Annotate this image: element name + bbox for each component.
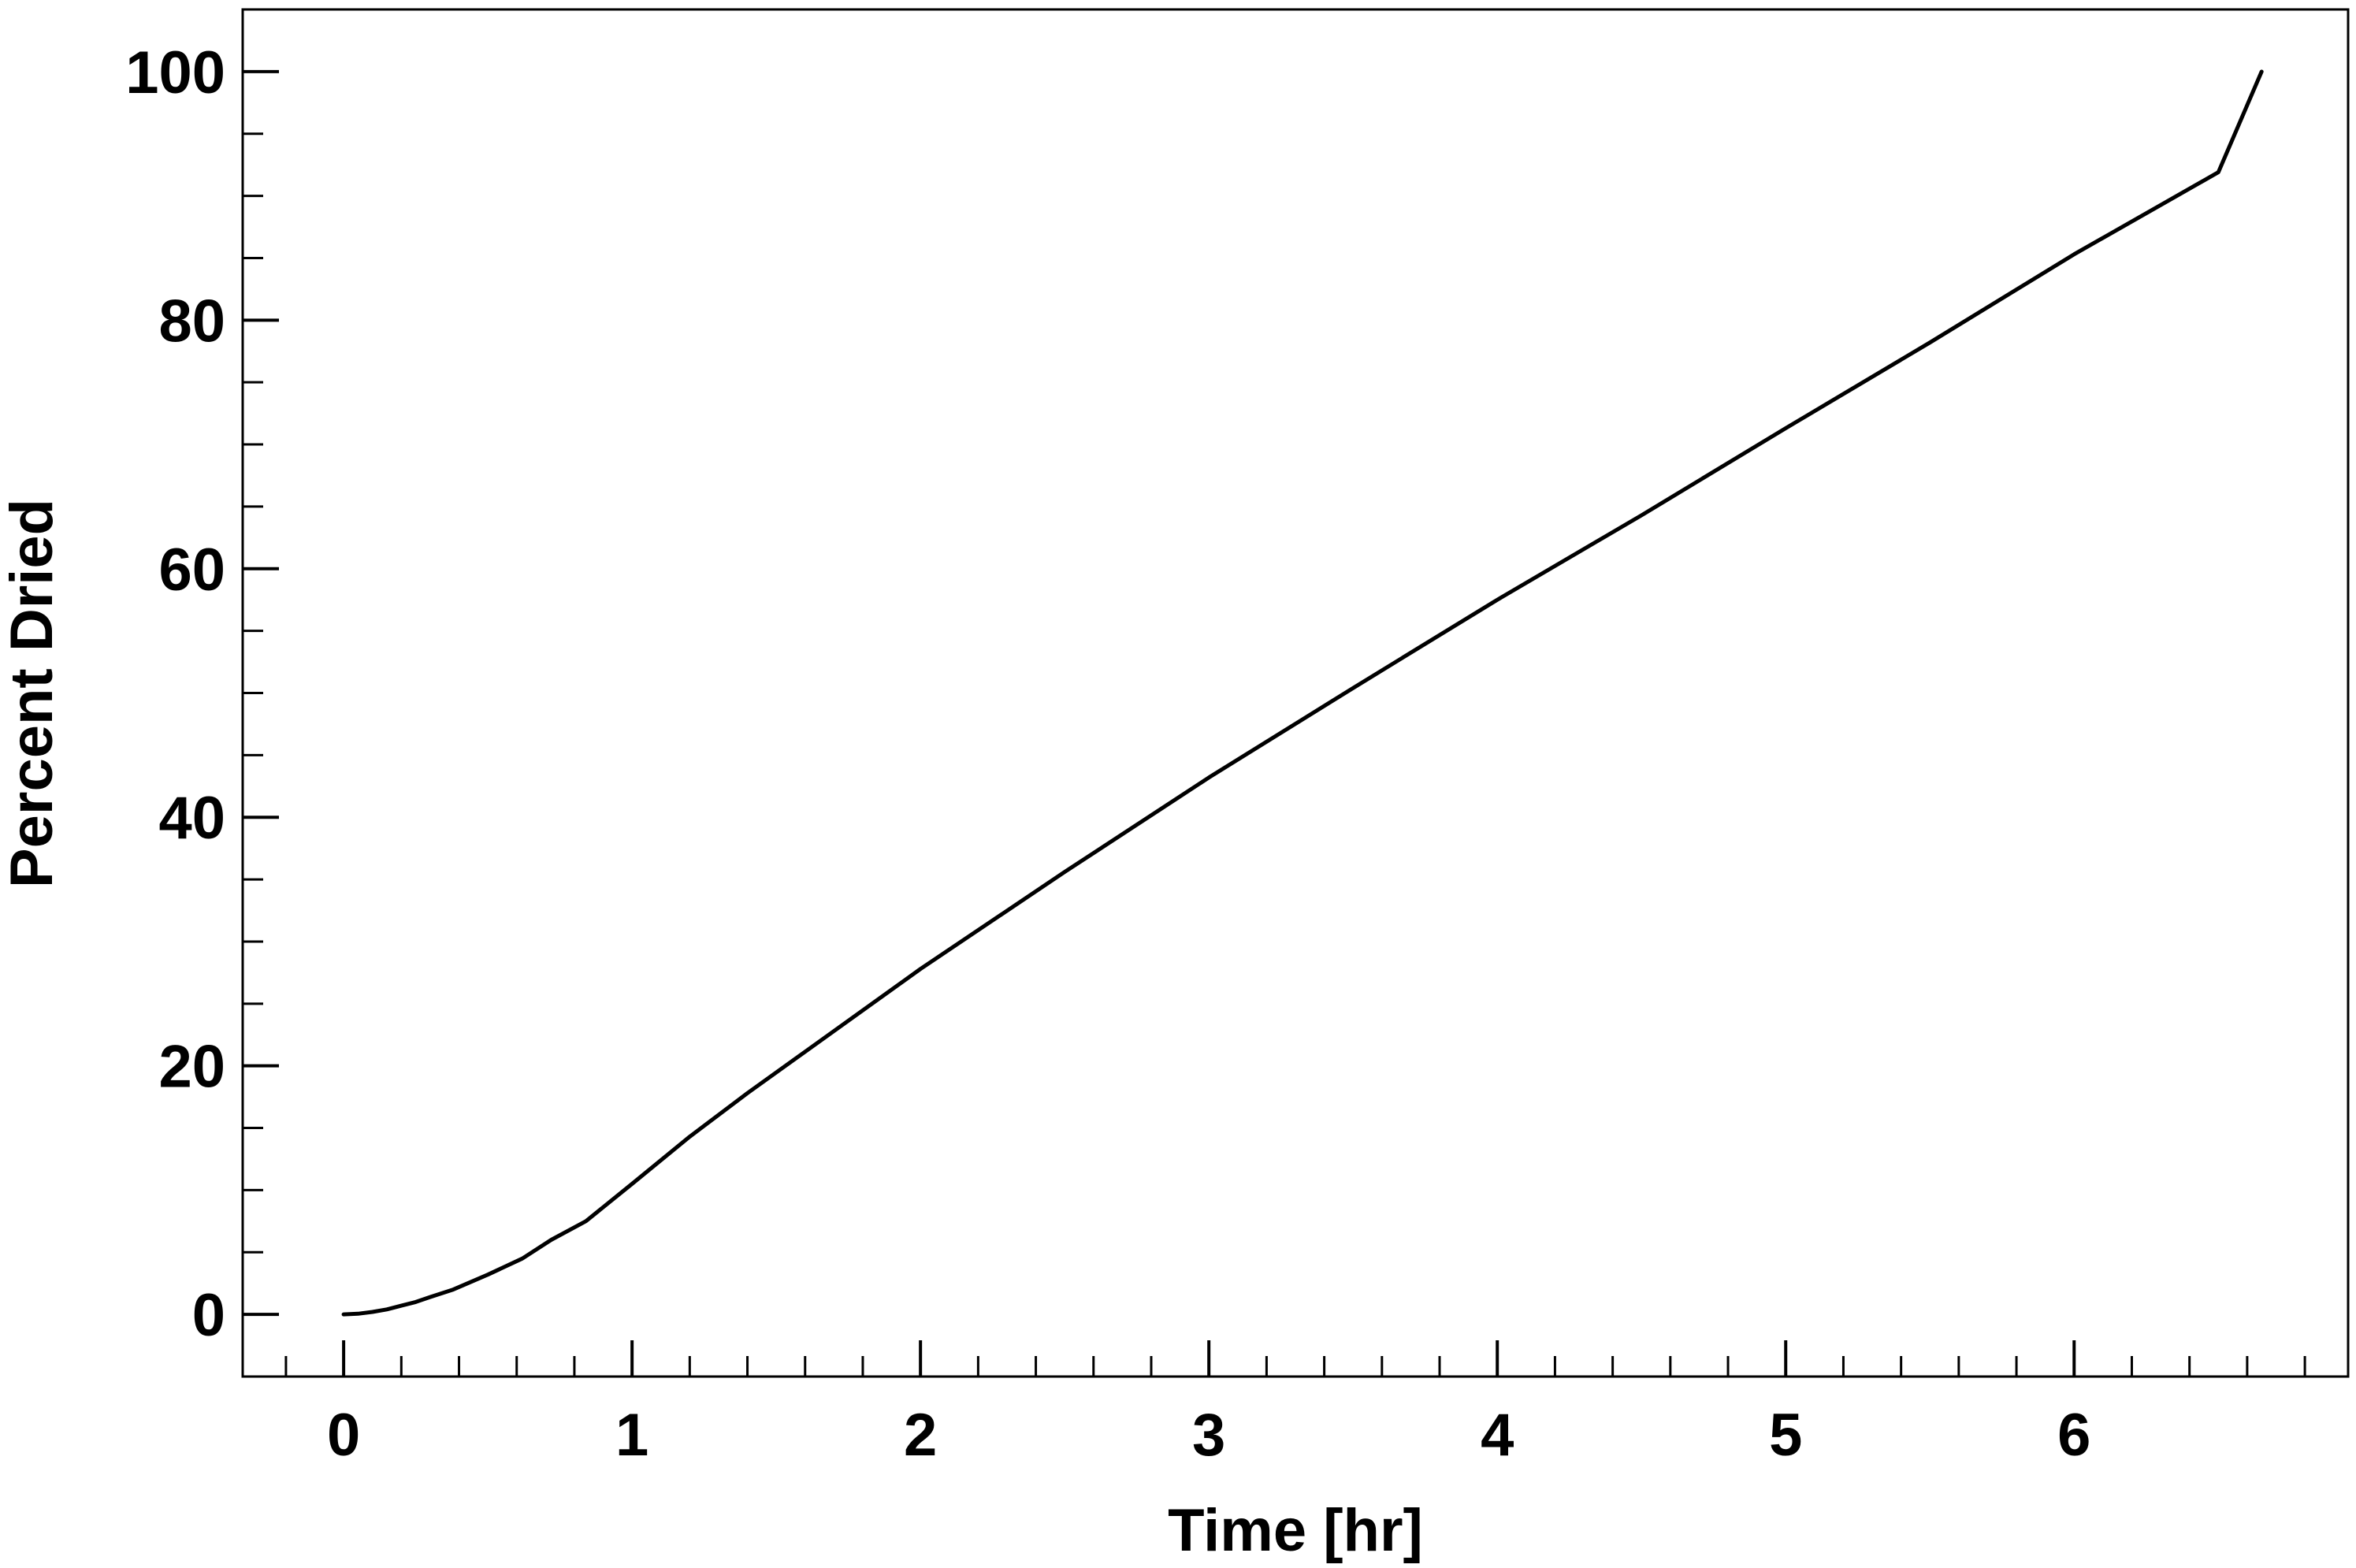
x-tick-label: 1 bbox=[615, 1402, 648, 1469]
series-line bbox=[341, 69, 2264, 1317]
y-tick-label: 60 bbox=[158, 537, 225, 604]
x-axis: 0 1 2 3 4 5 6 bbox=[284, 1340, 2306, 1469]
series-layer bbox=[341, 69, 2264, 1317]
y-tick-label: 80 bbox=[158, 288, 225, 355]
y-tick-label: 0 bbox=[192, 1282, 225, 1349]
plot-frame bbox=[241, 8, 2350, 1378]
x-tick-label: 4 bbox=[1481, 1402, 1514, 1469]
y-axis: 0 20 40 60 80 100 bbox=[125, 8, 279, 1378]
y-tick-label: 100 bbox=[125, 39, 225, 106]
y-axis-title: Percent Dried bbox=[0, 499, 65, 888]
x-tick-label: 0 bbox=[327, 1402, 360, 1469]
x-axis-title: Time [hr] bbox=[1168, 1497, 1423, 1564]
x-tick-label: 2 bbox=[904, 1402, 937, 1469]
x-tick-label: 5 bbox=[1769, 1402, 1802, 1469]
y-tick-label: 40 bbox=[158, 785, 225, 852]
x-tick-label: 6 bbox=[2057, 1402, 2090, 1469]
x-tick-label: 3 bbox=[1192, 1402, 1225, 1469]
y-tick-label: 20 bbox=[158, 1034, 225, 1101]
